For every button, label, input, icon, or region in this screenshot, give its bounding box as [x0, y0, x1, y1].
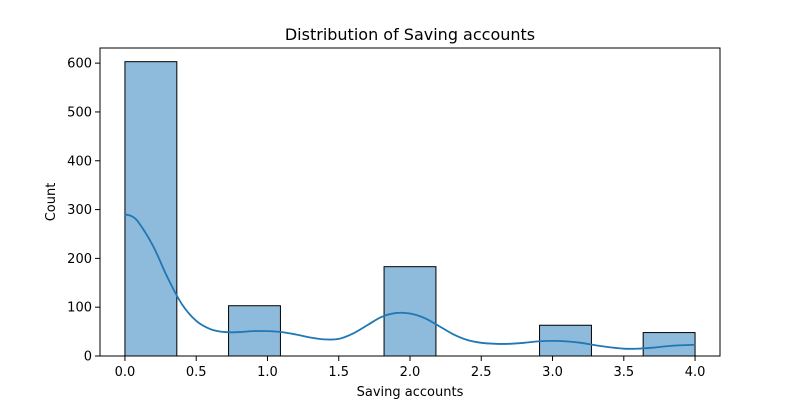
x-tick-label: 0.0	[115, 365, 136, 380]
x-tick-label: 4.0	[685, 365, 706, 380]
y-tick-label: 300	[67, 203, 92, 218]
chart-title: Distribution of Saving accounts	[285, 25, 535, 44]
bars-group	[124, 61, 696, 357]
x-tick-label: 3.5	[613, 365, 634, 380]
x-tick-label: 2.0	[400, 365, 421, 380]
y-tick-label: 600	[67, 57, 92, 72]
y-tick-label: 400	[67, 154, 92, 169]
y-axis-label: Count	[44, 183, 59, 222]
x-tick-label: 1.0	[257, 365, 278, 380]
histogram-bar	[124, 61, 178, 357]
y-tick-label: 500	[67, 105, 92, 120]
x-tick-label: 0.5	[186, 365, 207, 380]
x-tick-label: 3.0	[542, 365, 563, 380]
y-tick-label: 100	[67, 301, 92, 316]
x-axis-ticks: 0.0 0.5 1.0 1.5 2.0 2.5 3.0 3.5 4.0	[115, 356, 706, 380]
histogram-bar	[383, 266, 437, 357]
y-tick-label: 200	[67, 252, 92, 267]
x-axis-label: Saving accounts	[357, 385, 464, 400]
y-axis-ticks: 0 100 200 300 400 500 600	[67, 57, 100, 365]
y-tick-label: 0	[84, 350, 92, 365]
x-tick-label: 2.5	[471, 365, 492, 380]
kde-line	[124, 213, 696, 350]
x-tick-label: 1.5	[328, 365, 349, 380]
